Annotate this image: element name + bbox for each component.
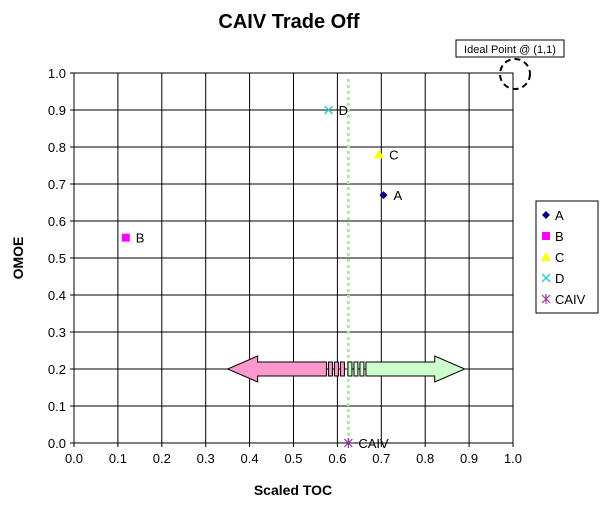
legend-item-b: B (542, 229, 564, 244)
x-tick-label: 0.7 (372, 451, 390, 466)
y-tick-label: 0.7 (48, 177, 66, 192)
legend-marker (542, 211, 550, 219)
arrow-break-segment (359, 361, 365, 377)
point-d: D (324, 103, 348, 118)
y-tick-label: 0.9 (48, 103, 66, 118)
grid-lines (73, 72, 514, 444)
marker-diamond (379, 191, 388, 200)
x-tick-label: 0.8 (416, 451, 434, 466)
marker-x-stroke (324, 105, 334, 115)
chart-title: CAIV Trade Off (218, 11, 359, 33)
y-tick-label: 0.1 (48, 399, 66, 414)
x-tick-label: 0.0 (65, 451, 83, 466)
legend-item-c: C (541, 250, 564, 265)
ideal-point-annotation: Ideal Point @ (1,1) (455, 39, 565, 90)
x-tick-label: 1.0 (504, 451, 522, 466)
left-arrow (226, 355, 327, 383)
point-c: C (374, 147, 398, 162)
point-label: C (389, 147, 398, 162)
trade-arrows (226, 355, 466, 383)
arrow-break-segment (339, 361, 345, 377)
annotation-text: Ideal Point @ (1,1) (464, 44, 556, 56)
y-tick-label: 0.5 (48, 251, 66, 266)
axis-ticks: 0.0 0.1 0.2 0.3 0.4 0.5 0.6 0.7 0.8 0.9 1.0 0.0 0.1 0… (48, 66, 522, 466)
x-tick-label: 0.5 (284, 451, 302, 466)
legend-item-d: D (541, 271, 564, 286)
x-tick-label: 0.2 (153, 451, 171, 466)
point-label: D (339, 103, 348, 118)
y-tick-label: 0.3 (48, 325, 66, 340)
legend-label: A (555, 208, 564, 223)
y-tick-label: 0.6 (48, 214, 66, 229)
legend-label: B (555, 229, 564, 244)
point-b: B (121, 231, 145, 246)
arrow-break-segment (347, 361, 353, 377)
x-tick-label: 0.6 (328, 451, 346, 466)
arrow-break-segment (327, 361, 333, 377)
marker-triangle (374, 149, 385, 159)
ideal-point-circle (499, 58, 531, 90)
point-label: CAIV (358, 436, 389, 451)
marker-square (121, 233, 130, 242)
legend-item-a: A (542, 208, 564, 223)
legend-label: D (555, 271, 564, 286)
x-tick-label: 0.1 (109, 451, 127, 466)
y-axis-title: OMOE (10, 237, 26, 280)
legend-marker (541, 252, 551, 261)
point-label: B (136, 231, 145, 246)
y-tick-label: 0.2 (48, 362, 66, 377)
arrow-break-segment (333, 361, 339, 377)
data-points: A B C D CAIV (121, 103, 402, 451)
legend-item-caiv: CAIV (541, 292, 586, 307)
y-tick-label: 0.4 (48, 288, 66, 303)
point-a: A (379, 188, 402, 203)
arrow-break-segment (353, 361, 359, 377)
y-tick-label: 0.8 (48, 140, 66, 155)
right-arrow (365, 355, 466, 383)
x-tick-label: 0.9 (460, 451, 478, 466)
y-tick-label: 0.0 (48, 436, 66, 451)
y-tick-label: 1.0 (48, 66, 66, 81)
legend-label: C (555, 250, 564, 265)
legend-marker (542, 232, 550, 240)
legend-label: CAIV (555, 292, 586, 307)
x-axis-title: Scaled TOC (254, 482, 332, 498)
x-tick-label: 0.4 (241, 451, 259, 466)
point-caiv: CAIV (343, 436, 389, 451)
point-label: A (393, 188, 402, 203)
legend-marker (541, 273, 551, 283)
annotation-box (455, 39, 565, 58)
x-tick-label: 0.3 (197, 451, 215, 466)
